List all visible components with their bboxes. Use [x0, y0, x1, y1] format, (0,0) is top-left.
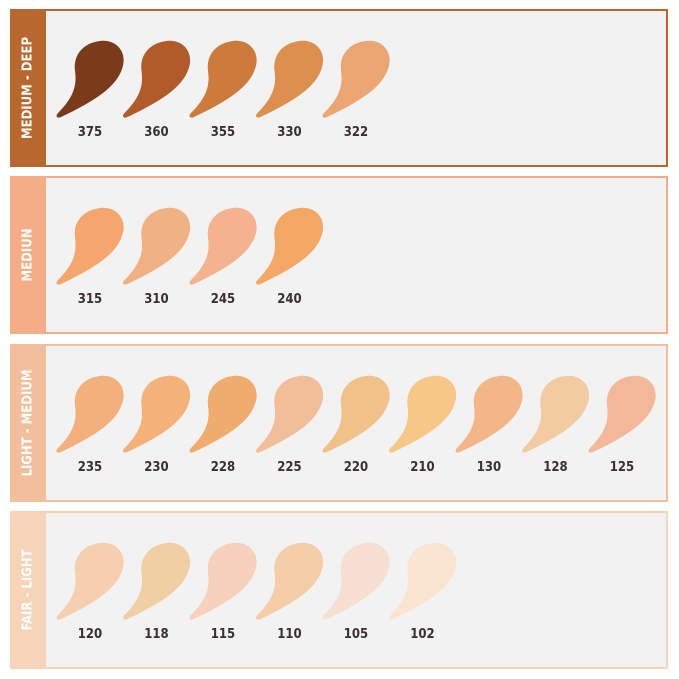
swatch-shape	[56, 40, 124, 118]
shade-code: 115	[211, 627, 235, 642]
swatch-shape	[322, 375, 390, 453]
swatch	[123, 40, 191, 118]
panel	[10, 511, 668, 669]
swatch	[123, 375, 191, 453]
swatch-shape	[189, 207, 257, 285]
shade-code: 102	[410, 627, 434, 642]
swatch	[256, 542, 324, 620]
group-label: MEDIUN	[21, 229, 36, 282]
swatch	[56, 375, 124, 453]
swatch	[56, 542, 124, 620]
swatch-shape	[189, 542, 257, 620]
swatch-shape	[256, 40, 324, 118]
swatch	[123, 207, 191, 285]
shade-code: 315	[78, 292, 102, 307]
swatch	[56, 207, 124, 285]
swatch	[189, 40, 257, 118]
swatch	[189, 375, 257, 453]
shade-code: 235	[78, 460, 102, 475]
shade-code: 105	[344, 627, 368, 642]
swatch	[56, 40, 124, 118]
swatch-shape	[389, 375, 457, 453]
panel-band	[10, 9, 46, 167]
shade-code: 360	[144, 125, 168, 140]
shade-code: 228	[211, 460, 235, 475]
group-label: MEDIUM - DEEP	[21, 37, 36, 140]
swatch-shape	[322, 542, 390, 620]
swatch	[522, 375, 590, 453]
shade-code: 375	[78, 125, 102, 140]
swatch	[189, 207, 257, 285]
shade-code: 110	[277, 627, 301, 642]
swatch-shape	[123, 207, 191, 285]
group-label: FAIR - LIGHT	[21, 549, 36, 630]
swatch	[189, 542, 257, 620]
swatch	[256, 207, 324, 285]
shade-code: 120	[78, 627, 102, 642]
shade-code: 125	[610, 460, 634, 475]
swatch	[322, 542, 390, 620]
panel	[10, 176, 668, 334]
swatch-shape	[123, 542, 191, 620]
shade-code: 230	[144, 460, 168, 475]
swatch-shape	[56, 375, 124, 453]
shade-code: 220	[344, 460, 368, 475]
shade-code: 330	[277, 125, 301, 140]
swatch-shape	[56, 207, 124, 285]
swatch-shape	[256, 207, 324, 285]
swatch-shape	[189, 40, 257, 118]
swatch-shape	[256, 375, 324, 453]
shade-code: 210	[410, 460, 434, 475]
panel	[10, 9, 668, 167]
swatch-shape	[455, 375, 523, 453]
shade-code: 240	[277, 292, 301, 307]
panel-band	[10, 176, 46, 334]
panel-band	[10, 511, 46, 669]
swatch-shape	[189, 375, 257, 453]
shade-code: 118	[144, 627, 168, 642]
swatch-shape	[522, 375, 590, 453]
panel-band	[10, 344, 46, 502]
swatch-shape	[56, 542, 124, 620]
swatch-shape	[123, 40, 191, 118]
swatch	[455, 375, 523, 453]
swatch-shape	[322, 40, 390, 118]
swatch	[256, 40, 324, 118]
shade-code: 245	[211, 292, 235, 307]
shade-code: 355	[211, 125, 235, 140]
swatch	[123, 542, 191, 620]
group-label: LIGHT - MEDIUM	[21, 370, 36, 477]
swatch	[256, 375, 324, 453]
swatch	[389, 375, 457, 453]
shade-code: 130	[477, 460, 501, 475]
swatch-shape	[588, 375, 656, 453]
shade-code: 310	[144, 292, 168, 307]
swatch	[322, 40, 390, 118]
swatch	[588, 375, 656, 453]
swatch-shape	[389, 542, 457, 620]
shade-code: 128	[543, 460, 567, 475]
swatch-shape	[256, 542, 324, 620]
shade-code: 322	[344, 125, 368, 140]
swatch	[389, 542, 457, 620]
shade-code: 225	[277, 460, 301, 475]
swatch	[322, 375, 390, 453]
swatch-shape	[123, 375, 191, 453]
